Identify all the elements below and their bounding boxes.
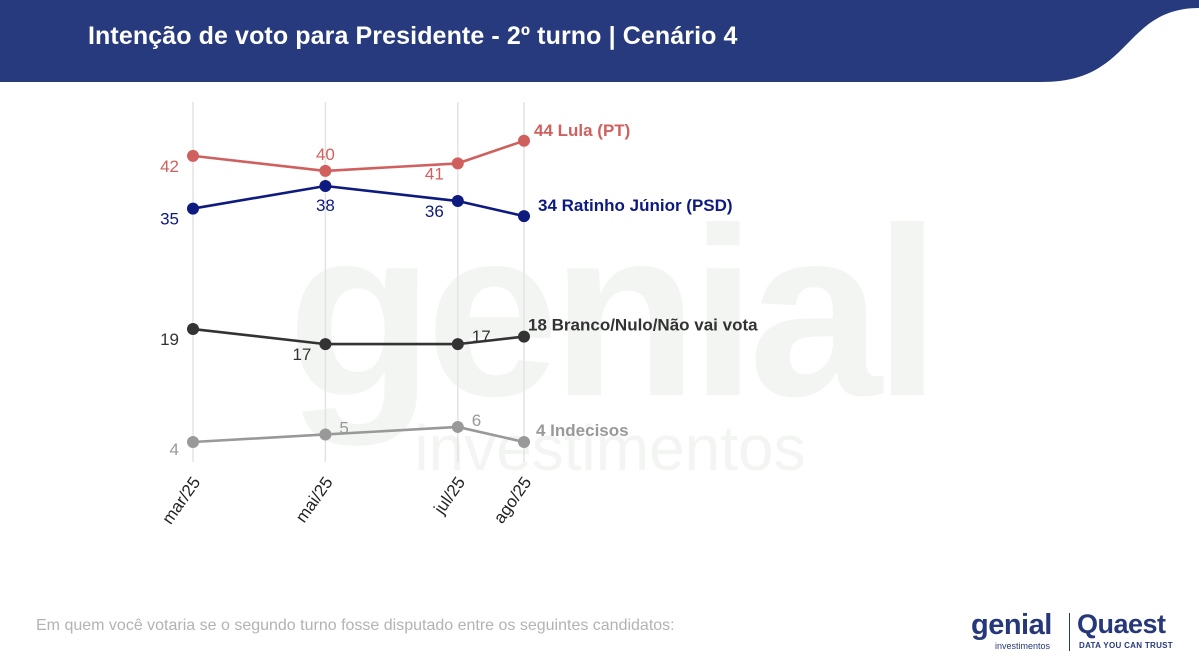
data-point bbox=[319, 179, 332, 192]
data-point bbox=[451, 157, 464, 170]
data-label: 5 bbox=[339, 418, 348, 437]
data-label: 41 bbox=[425, 164, 444, 183]
x-tick-label: ago/25 bbox=[490, 473, 535, 526]
series-end-label: 4 Indecisos bbox=[536, 421, 629, 440]
series-end-label: 18 Branco/Nulo/Não vai vota bbox=[528, 316, 758, 335]
data-point bbox=[518, 134, 530, 147]
quaest-logo-subtitle: DATA YOU CAN TRUST bbox=[1079, 641, 1173, 650]
x-tick-labels: mar/25 mai/25 jul/25 ago/25 bbox=[158, 473, 535, 527]
data-label: 35 bbox=[160, 210, 179, 229]
data-label: 6 bbox=[472, 411, 481, 430]
data-point bbox=[319, 338, 332, 351]
watermark-subword: investimentos bbox=[414, 412, 805, 484]
series-points bbox=[187, 134, 530, 448]
data-label: 17 bbox=[292, 345, 311, 364]
brand-logos: genial investimentos Quaest DATA YOU CAN… bbox=[965, 607, 1175, 657]
data-point bbox=[187, 436, 199, 448]
data-point bbox=[187, 202, 199, 215]
x-tick-label: mai/25 bbox=[292, 473, 337, 526]
genial-watermark: genial investimentos bbox=[287, 200, 941, 484]
logo-divider bbox=[1069, 613, 1070, 651]
data-label: 38 bbox=[316, 196, 335, 215]
line-chart: 42 40 41 35 38 36 19 17 17 4 5 6 44 Lula (PT) 34 Rat… bbox=[158, 102, 758, 528]
header-band bbox=[0, 0, 1199, 82]
data-point bbox=[451, 420, 464, 433]
data-label: 17 bbox=[472, 327, 491, 346]
value-labels: 42 40 41 35 38 36 19 17 17 4 5 6 bbox=[160, 145, 491, 459]
header-background bbox=[0, 0, 1199, 82]
series-line-2 bbox=[192, 327, 525, 346]
series-lines bbox=[192, 139, 525, 444]
data-label: 36 bbox=[425, 202, 444, 221]
page-title: Intenção de voto para Presidente - 2º tu… bbox=[88, 22, 738, 50]
data-point bbox=[187, 323, 199, 336]
data-point bbox=[518, 210, 530, 223]
data-label: 19 bbox=[160, 330, 179, 349]
quaest-logo: Quaest bbox=[1077, 609, 1166, 639]
footnote: Em quem você votaria se o segundo turno … bbox=[36, 617, 675, 634]
data-label: 42 bbox=[160, 157, 179, 176]
data-point bbox=[319, 164, 332, 177]
series-line-0 bbox=[192, 139, 525, 173]
data-point bbox=[518, 436, 530, 448]
data-point bbox=[518, 330, 530, 343]
series-line-3 bbox=[192, 425, 525, 444]
series-end-label: 44 Lula (PT) bbox=[534, 121, 630, 140]
data-point bbox=[187, 149, 199, 162]
data-label: 40 bbox=[316, 145, 335, 164]
end-labels: 44 Lula (PT) 34 Ratinho Júnior (PSD) 18 Br… bbox=[528, 121, 758, 440]
genial-logo-subtitle: investimentos bbox=[995, 641, 1051, 651]
series-end-label: 34 Ratinho Júnior (PSD) bbox=[538, 196, 733, 215]
gridlines bbox=[192, 102, 525, 462]
watermark-word: genial bbox=[287, 200, 933, 446]
genial-logo: genial bbox=[971, 609, 1052, 641]
series-line-1 bbox=[192, 184, 525, 218]
data-point bbox=[451, 195, 464, 208]
data-label: 4 bbox=[170, 440, 179, 459]
x-tick-label: jul/25 bbox=[430, 473, 469, 518]
data-point bbox=[451, 338, 464, 351]
x-tick-label: mar/25 bbox=[158, 473, 204, 527]
data-point bbox=[319, 428, 332, 441]
